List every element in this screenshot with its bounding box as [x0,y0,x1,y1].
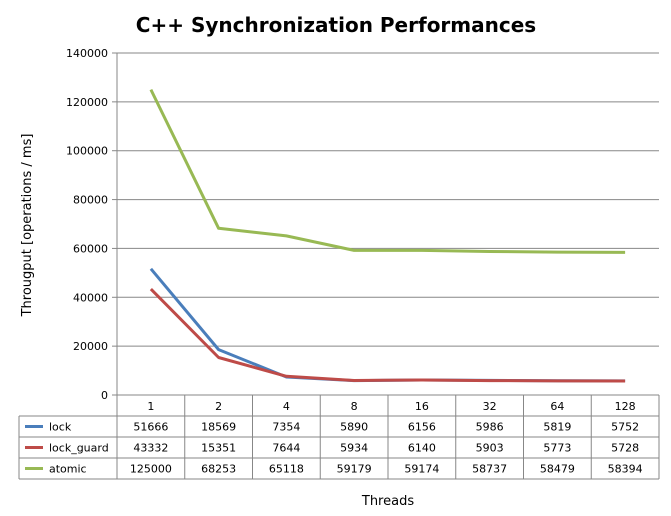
table-cell-value: 5986 [476,421,504,434]
table-cell-value: 58737 [472,463,507,476]
y-tick-label: 120000 [66,96,108,109]
y-tick-label: 100000 [66,145,108,158]
table-cell-value: 5728 [611,442,639,455]
table-cell-value: 5773 [543,442,571,455]
series-lines [149,88,626,383]
table-cell-value: 7644 [272,442,300,455]
chart-title: C++ Synchronization Performances [136,13,536,37]
data-table: 1 2 4 8 16 32 64 128 lock 51666 18569 7354 5890 6156 5… [18,394,660,480]
y-tick-label: 20000 [73,340,108,353]
table-cell-value: 5752 [611,421,639,434]
table-cell-value: 7354 [272,421,300,434]
series-line-lock [149,267,626,383]
legend-label-lock_guard: lock_guard [49,442,109,455]
x-tick-label: 2 [215,400,222,413]
table-cell-value: 5903 [476,442,504,455]
table-cell-value: 5890 [340,421,368,434]
x-tick-label: 1 [147,400,154,413]
table-cell-value: 6140 [408,442,436,455]
table-cell-value: 51666 [133,421,168,434]
x-tick-label: 128 [615,400,636,413]
x-tick-label: 64 [550,400,564,413]
x-tick-label: 4 [283,400,290,413]
table-cell-value: 43332 [133,442,168,455]
table-cell-value: 59174 [404,463,439,476]
x-tick-label: 8 [351,400,358,413]
table-cell-value: 125000 [130,463,172,476]
x-tick-label: 32 [483,400,497,413]
y-tick-label: 40000 [73,291,108,304]
x-tick-label: 16 [415,400,429,413]
y-tick-label: 0 [101,389,108,402]
y-tick-label: 140000 [66,47,108,60]
legend-label-lock: lock [49,421,72,434]
table-cell-value: 18569 [201,421,236,434]
table-cell-value: 65118 [269,463,304,476]
x-axis-title: Threads [361,494,414,509]
table-cell-value: 5934 [340,442,368,455]
y-tick-label: 60000 [73,242,108,255]
y-tick-label: 80000 [73,194,108,207]
series-line-atomic [149,88,626,254]
table-cell-value: 58394 [608,463,643,476]
y-axis: 0 20000 40000 60000 80000 100000 120000 140000 [66,47,108,402]
table-cell-value: 68253 [201,463,236,476]
series-line-lock_guard [149,288,626,383]
table-cell-value: 15351 [201,442,236,455]
table-cell-value: 5819 [543,421,571,434]
legend-label-atomic: atomic [49,463,87,476]
y-axis-title: Througput [operations / ms] [20,134,35,318]
table-cell-value: 58479 [540,463,575,476]
table-cell-value: 6156 [408,421,436,434]
grid [112,52,659,396]
table-cell-value: 59179 [337,463,372,476]
